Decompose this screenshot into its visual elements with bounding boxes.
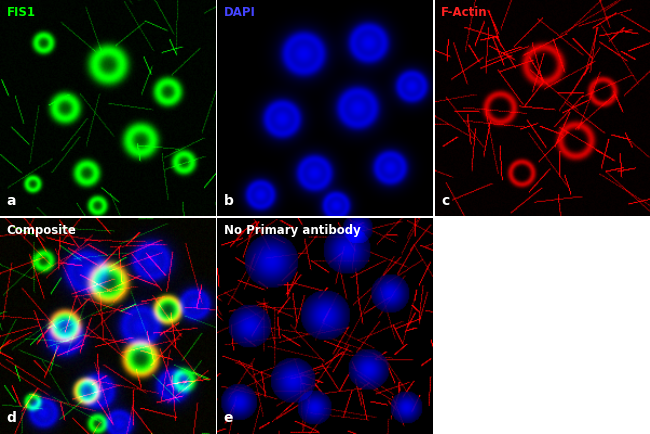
Text: FIS1: FIS1 [6, 7, 36, 20]
Text: DAPI: DAPI [224, 7, 255, 20]
Text: b: b [224, 194, 233, 208]
Text: d: d [6, 411, 16, 425]
Text: e: e [224, 411, 233, 425]
Text: F-Actin: F-Actin [441, 7, 488, 20]
Text: a: a [6, 194, 16, 208]
Text: No Primary antibody: No Primary antibody [224, 224, 361, 237]
Text: c: c [441, 194, 449, 208]
Text: Composite: Composite [6, 224, 76, 237]
